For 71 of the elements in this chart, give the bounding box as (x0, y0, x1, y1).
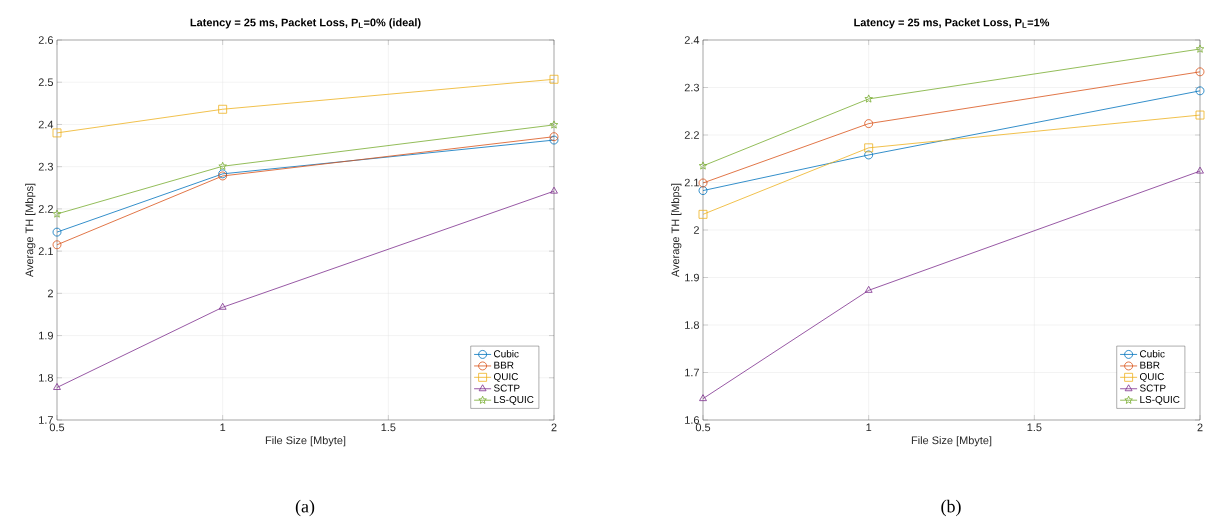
point (864, 119, 874, 129)
point (52, 209, 62, 218)
y-tick-label: 2 (47, 289, 53, 298)
point (699, 394, 707, 402)
y-tick-label: 2.1 (38, 247, 53, 255)
x-tick-label: 1 (866, 423, 872, 432)
text: (b) (941, 499, 961, 517)
y-tick-label: 2.3 (38, 162, 53, 171)
legend-label: BBR (1140, 361, 1160, 369)
point (52, 240, 62, 250)
point (698, 161, 708, 170)
point (1195, 44, 1205, 53)
y-tick-label: 1.8 (685, 321, 699, 329)
x-axis-title: File Size [Mbyte] (911, 436, 992, 447)
y-tick-label: 2 (693, 226, 699, 234)
y-tick-label: 2.4 (38, 120, 54, 129)
y-tick-label: 2.4 (684, 36, 700, 44)
x-tick-label: 1.5 (1027, 423, 1042, 432)
point (864, 143, 874, 153)
point (1195, 86, 1205, 96)
point (1196, 166, 1204, 174)
y-axis-title: Average TH [Mbps] (671, 183, 682, 278)
x-tick-label: 2 (1197, 423, 1203, 432)
point (550, 186, 558, 194)
point (52, 227, 62, 237)
point (53, 383, 61, 390)
point (698, 186, 708, 195)
y-tick-label: 2.1 (684, 178, 699, 187)
y-tick-label: 1.6 (685, 416, 699, 424)
x-tick-label: 0.5 (695, 423, 711, 432)
point (864, 94, 873, 103)
y-tick-label: 2.6 (38, 36, 53, 44)
y-tick-label: 2.2 (38, 205, 53, 213)
point (1195, 110, 1205, 120)
y-tick-label: 1.7 (685, 368, 699, 377)
y-tick-label: 1.9 (39, 331, 53, 340)
y-axis-title: Average TH [Mbps] (25, 183, 36, 278)
legend-label: QUIC (493, 373, 519, 382)
legend-label: BBR (494, 361, 514, 369)
text: (a) (295, 499, 315, 517)
point (52, 128, 62, 138)
point (1195, 67, 1205, 77)
x-axis-title: File Size [Mbyte] (265, 436, 346, 447)
y-tick-label: 2.3 (684, 83, 699, 92)
y-tick-label: 1.9 (685, 273, 699, 282)
point (549, 120, 559, 129)
legend-label: QUIC (1139, 373, 1165, 382)
x-tick-label: 0.5 (49, 423, 65, 432)
legend-label: SCTP (1139, 384, 1166, 392)
legend-label: SCTP (493, 384, 520, 392)
legend-label: Cubic (1140, 350, 1165, 358)
y-tick-label: 2.5 (38, 78, 54, 87)
point (218, 104, 228, 114)
legend-label: LS-QUIC (1140, 395, 1180, 405)
y-tick-label: 2.2 (684, 131, 699, 139)
point (864, 150, 874, 160)
legend-label: Cubic (494, 350, 519, 358)
x-tick-label: 1 (220, 423, 226, 432)
point (698, 178, 708, 188)
chart-title: Latency = 25 ms, Packet Loss, P$_{L}$=1% (854, 18, 1050, 29)
point (218, 302, 227, 310)
point (864, 285, 873, 293)
x-tick-label: 2 (551, 423, 557, 432)
point (549, 74, 559, 84)
legend-label: LS-QUIC (494, 395, 534, 405)
chart-title: Latency = 25 ms, Packet Loss, P$_{L}$=0% (ideal) (190, 18, 421, 29)
point (218, 161, 227, 170)
point (698, 209, 708, 219)
y-tick-label: 1.7 (39, 416, 53, 424)
x-tick-label: 1.5 (381, 423, 396, 432)
y-tick-label: 1.8 (39, 373, 53, 382)
